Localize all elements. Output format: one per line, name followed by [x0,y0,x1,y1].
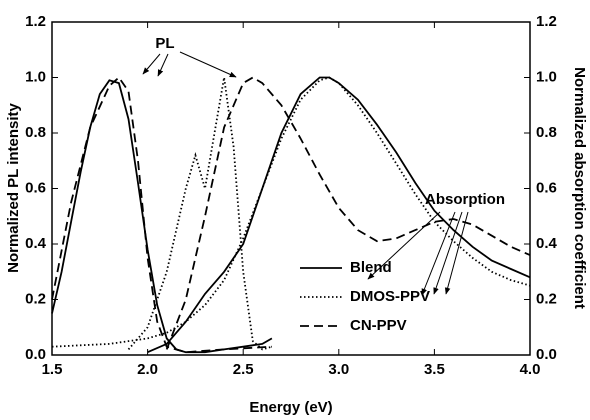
plot-frame [51,21,531,356]
legend-label: CN-PPV [350,317,407,334]
x-tick-label: 3.5 [424,361,445,378]
y2-tick-label: 1.0 [536,68,557,85]
y-tick-label: 1.2 [25,13,46,30]
pl-arrows [142,51,237,78]
curve [51,76,531,348]
y-tick-label: 0.2 [25,290,46,307]
absorption-arrows [367,211,469,296]
curve [165,76,531,350]
y-tick-label: 0.0 [25,346,46,363]
y2-tick-label: 1.2 [536,13,557,30]
y2-tick-label: 0.8 [536,124,557,141]
y-tick-label: 0.4 [25,235,47,252]
x-axis-label: Energy (eV) [249,399,332,416]
curve [51,76,272,354]
curve [51,79,273,354]
y-axis-label: Normalized PL intensity [5,102,22,272]
annotation: Absorption [425,191,505,208]
y-tick-label: 0.6 [25,179,46,196]
y2-tick-label: 0.2 [536,290,557,307]
x-tick-label: 4.0 [520,361,541,378]
y2-tick-label: 0.0 [536,346,557,363]
y-tick-label: 0.8 [25,124,46,141]
curve [127,77,273,351]
x-tick-label: 2.5 [233,361,254,378]
y2-axis-label: Normalized absorption coefficient [571,67,588,309]
y2-tick-label: 0.4 [536,235,558,252]
legend-label: DMOS-PPV [350,288,430,305]
y-tick-label: 1.0 [25,68,46,85]
curve [147,76,531,354]
x-tick-label: 2.0 [137,361,158,378]
y2-tick-label: 0.6 [536,179,557,196]
x-tick-label: 3.0 [328,361,349,378]
legend-label: Blend [350,259,392,276]
annotation: PL [155,35,174,52]
x-tick-label: 1.5 [42,361,63,378]
